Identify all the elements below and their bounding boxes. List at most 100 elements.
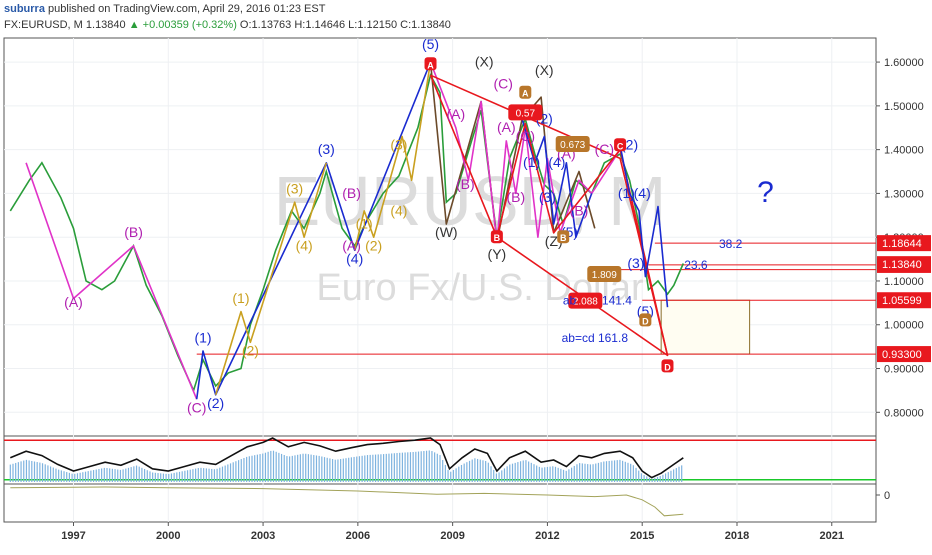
y-tick-label: 0.80000: [884, 407, 924, 419]
x-tick-label: 2015: [630, 530, 654, 542]
ratio-tag-label: 1.809: [592, 270, 617, 281]
price-tag-label: 1.18644: [882, 238, 922, 250]
osc-line: [9, 437, 684, 479]
wave-label: (3): [318, 141, 335, 157]
y-tick-label: 1.40000: [884, 145, 924, 157]
wave-label: (C): [493, 75, 512, 91]
x-tick-label: 2012: [535, 530, 559, 542]
fib-annotation: 141.4: [602, 294, 632, 308]
wave-label: (2): [365, 237, 382, 253]
up-arrow-icon: ▲: [128, 19, 140, 31]
point-badge-label: B: [494, 233, 501, 243]
x-tick-label: 2018: [725, 530, 749, 542]
point-badge: [490, 230, 503, 244]
x-tick-label: 2021: [820, 530, 844, 542]
ratio-tag: [555, 135, 590, 152]
price-change: +0.00359 (+0.32%): [142, 19, 237, 31]
point-badge: [661, 359, 674, 373]
wave-line: [214, 162, 328, 396]
question-mark: ?: [757, 176, 774, 209]
wave-label: (3): [286, 180, 303, 196]
price-tag: [877, 256, 931, 273]
wave-label: (B): [124, 224, 143, 240]
ratio-tag: [508, 104, 543, 121]
wave-label: (2): [242, 342, 259, 358]
price-tag: [877, 346, 931, 363]
wave-line: [353, 61, 432, 251]
wave-label: (A): [342, 237, 361, 253]
ratio-tag: [568, 292, 603, 309]
author-name[interactable]: suburra: [4, 3, 45, 15]
wave-label: (1): [523, 154, 540, 170]
wave-label: (1): [618, 185, 635, 201]
fib-annotation: ab: [563, 294, 577, 308]
wave-label: (A): [64, 294, 83, 310]
point-badge: [639, 313, 652, 327]
wave-label: (1): [356, 215, 373, 231]
wave-label: (B): [570, 202, 589, 218]
wave-label: (B): [506, 189, 525, 205]
ohlc-values: O:1.13763 H:1.14646 L:1.12150 C:1.13840: [239, 19, 451, 31]
wave-label: (B): [456, 176, 475, 192]
ratio-tag-label: 2.088: [573, 297, 598, 308]
wave-label: (Y): [488, 246, 507, 262]
wave-label: (W): [435, 224, 458, 240]
price-line: [9, 72, 685, 393]
wave-label: (C): [595, 141, 614, 157]
target-box: [660, 299, 751, 355]
wave-label: (2): [207, 395, 224, 411]
fib-annotation: 23.6: [684, 258, 708, 272]
y-tick-label: 1.60000: [884, 57, 924, 69]
wave-label: (3): [539, 189, 556, 205]
sub-line: [10, 486, 684, 517]
fib-annotation: ab=cd 161.8: [562, 331, 629, 345]
x-tick-label: 2003: [251, 530, 275, 542]
point-badge: [614, 138, 627, 152]
y-tick-label: 1.10000: [884, 276, 924, 288]
point-badge-label: A: [427, 60, 434, 70]
wave-label: (1): [232, 290, 249, 306]
x-tick-label: 1997: [61, 530, 85, 542]
point-badge: [519, 85, 532, 99]
point-badge-label: D: [664, 362, 671, 372]
fib-annotation: 38.2: [719, 237, 743, 251]
wave-label: (5): [422, 36, 439, 52]
point-badge: [424, 57, 437, 71]
point-badge-label: D: [642, 316, 649, 326]
wave-label: (X): [535, 62, 554, 78]
wave-line: [429, 61, 621, 243]
price-tag: [877, 235, 931, 252]
price-tag-label: 0.93300: [882, 349, 922, 361]
wave-line: [619, 145, 669, 308]
x-tick-label: 2006: [346, 530, 370, 542]
point-badge-label: B: [560, 233, 567, 243]
osc-histogram: [9, 450, 683, 482]
wave-label: (A): [497, 119, 516, 135]
price-tag-label: 1.05599: [882, 295, 922, 307]
ratio-tag: [587, 265, 622, 282]
symbol-price: FX:EURUSD, M 1.13840: [4, 19, 126, 31]
ratio-tag-label: 0.673: [560, 140, 585, 151]
wave-label: (C): [516, 128, 535, 144]
x-tick-label: 2000: [156, 530, 180, 542]
y-tick-label: 1.30000: [884, 188, 924, 200]
sub-zero-label: 0: [884, 490, 890, 502]
price-tag: [877, 292, 931, 309]
published-info: published on TradingView.com, April 29, …: [48, 3, 326, 15]
wave-line: [25, 162, 198, 400]
wave-label: (1): [194, 329, 211, 345]
y-tick-label: 1.00000: [884, 320, 924, 332]
wave-label: (4): [346, 250, 363, 266]
wave-label: (4): [548, 154, 565, 170]
wave-label: (B): [342, 185, 361, 201]
wave-label: (3): [390, 137, 407, 153]
price-tag-label: 1.13840: [882, 259, 922, 271]
point-badge-label: A: [522, 89, 529, 99]
y-tick-label: 0.90000: [884, 364, 924, 376]
wave-label: (4): [634, 185, 651, 201]
publisher-line: suburra published on TradingView.com, Ap…: [4, 3, 325, 15]
point-badge-label: C: [617, 141, 624, 151]
wave-label: (4): [390, 202, 407, 218]
